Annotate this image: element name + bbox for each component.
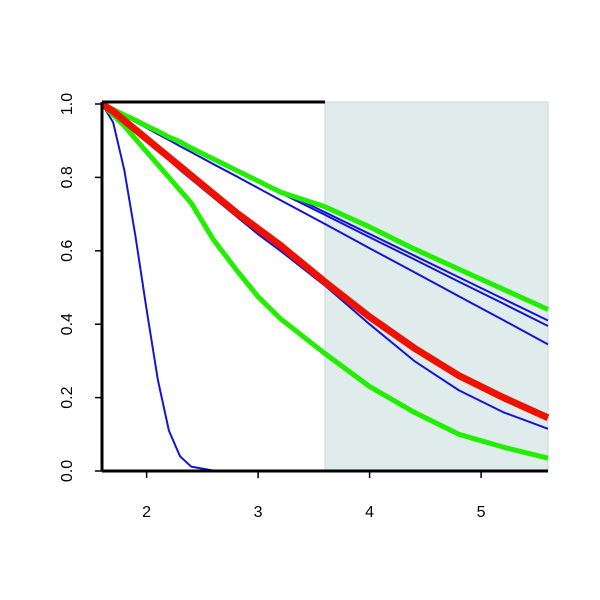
x-tick-label: 2 (142, 504, 151, 521)
y-tick-label: 0.0 (59, 460, 76, 482)
data-line (100, 101, 550, 421)
x-tick-label: 3 (254, 504, 263, 521)
y-tick-label: 0.6 (59, 240, 76, 262)
x-tick-label: 4 (365, 504, 374, 521)
data-line (100, 101, 550, 312)
data-line (100, 102, 549, 461)
y-tick-label: 1.0 (59, 93, 76, 115)
y-tick-label: 0.8 (59, 166, 76, 188)
y-tick-label: 0.4 (59, 313, 76, 335)
x-tick-label: 5 (477, 504, 486, 521)
y-tick-label: 0.2 (59, 386, 76, 408)
shaded-region (324, 101, 549, 472)
